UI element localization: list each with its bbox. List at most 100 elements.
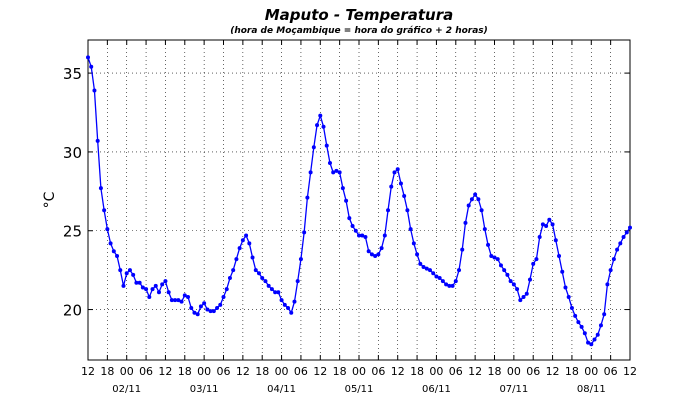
data-point xyxy=(582,331,587,336)
data-point xyxy=(289,310,294,315)
data-point xyxy=(318,113,323,118)
data-point xyxy=(140,285,145,290)
data-point xyxy=(615,247,620,252)
chart-subtitle: (hora de Moçambique = hora do gráfico + … xyxy=(230,26,488,36)
data-point xyxy=(540,222,545,227)
data-point xyxy=(211,309,216,314)
data-point xyxy=(218,302,223,307)
data-point xyxy=(240,238,245,243)
data-point xyxy=(469,197,474,202)
x-tick-label: 06 xyxy=(139,365,153,378)
data-point xyxy=(308,170,313,175)
data-point xyxy=(250,255,255,260)
x-tick-label: 00 xyxy=(197,365,211,378)
date-label: 08/11 xyxy=(577,384,606,395)
x-tick-label: 18 xyxy=(488,365,502,378)
date-label: 07/11 xyxy=(499,384,528,395)
y-tick-label: 25 xyxy=(63,223,82,241)
plot-frame xyxy=(87,39,631,361)
data-point xyxy=(466,203,471,208)
x-tick-label: 12 xyxy=(546,365,560,378)
data-point xyxy=(337,170,342,175)
x-tick-label: 00 xyxy=(507,365,521,378)
data-point xyxy=(363,235,368,240)
data-point xyxy=(292,299,297,304)
data-point xyxy=(182,293,187,298)
data-point xyxy=(266,283,271,288)
data-point xyxy=(624,230,629,235)
x-tick-label: 00 xyxy=(352,365,366,378)
x-tick-label: 12 xyxy=(468,365,482,378)
date-label: 05/11 xyxy=(345,384,374,395)
data-point xyxy=(327,160,332,165)
x-tick-label: 06 xyxy=(449,365,463,378)
data-point xyxy=(321,124,326,129)
data-point xyxy=(95,138,100,143)
data-point xyxy=(421,264,426,269)
data-point xyxy=(131,272,136,277)
x-tick-label: 00 xyxy=(584,365,598,378)
data-point xyxy=(586,340,591,345)
data-point xyxy=(231,268,236,273)
data-point xyxy=(102,208,107,213)
data-point xyxy=(382,233,387,238)
data-point xyxy=(115,253,120,258)
data-point xyxy=(269,287,274,292)
data-point xyxy=(376,252,381,257)
data-point xyxy=(350,224,355,229)
data-point xyxy=(276,290,281,295)
data-point xyxy=(86,55,90,60)
data-point xyxy=(550,222,555,227)
data-point xyxy=(573,313,578,318)
data-point xyxy=(279,298,284,303)
data-point xyxy=(537,235,542,240)
data-point xyxy=(505,272,510,277)
x-tick-label: 06 xyxy=(294,365,308,378)
data-point xyxy=(444,282,449,287)
data-point xyxy=(344,198,349,203)
data-point xyxy=(508,279,513,284)
data-point xyxy=(411,241,416,246)
data-point xyxy=(486,242,491,247)
data-point xyxy=(202,301,207,306)
data-point xyxy=(166,290,171,295)
x-tick-label: 18 xyxy=(100,365,114,378)
data-point xyxy=(605,282,610,287)
data-point xyxy=(176,298,181,303)
data-point xyxy=(111,249,116,254)
data-point xyxy=(150,287,155,292)
data-point xyxy=(315,123,320,128)
data-point xyxy=(618,241,623,246)
data-point xyxy=(492,255,497,260)
data-point xyxy=(347,216,352,221)
data-point xyxy=(227,276,232,281)
data-point xyxy=(353,228,358,233)
x-tick-label: 12 xyxy=(623,365,637,378)
data-point xyxy=(389,184,394,189)
data-point xyxy=(153,283,158,288)
date-label: 06/11 xyxy=(422,384,451,395)
data-point xyxy=(560,269,565,274)
data-point xyxy=(192,310,197,315)
data-point xyxy=(437,276,442,281)
data-point xyxy=(273,290,278,295)
data-point xyxy=(557,253,562,258)
data-point xyxy=(121,283,126,288)
data-point xyxy=(415,252,420,257)
data-point xyxy=(524,291,529,296)
data-point xyxy=(208,309,213,314)
data-point xyxy=(579,324,584,329)
data-point xyxy=(502,268,507,273)
x-tick-label: 00 xyxy=(120,365,134,378)
data-point xyxy=(98,186,103,191)
data-point xyxy=(237,246,242,251)
data-point xyxy=(386,208,391,213)
data-point xyxy=(169,298,174,303)
date-label: 03/11 xyxy=(190,384,219,395)
data-point xyxy=(373,253,378,258)
chart-title: Maputo - Temperatura xyxy=(265,6,454,24)
y-axis-label: °C xyxy=(42,191,58,208)
data-point xyxy=(357,233,361,238)
data-point xyxy=(450,283,455,288)
